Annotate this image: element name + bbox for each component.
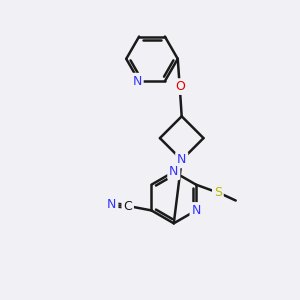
Text: O: O	[175, 80, 185, 93]
Text: N: N	[191, 204, 201, 217]
Text: C: C	[123, 200, 132, 213]
Text: N: N	[169, 165, 178, 178]
Text: S: S	[214, 186, 222, 199]
Text: N: N	[177, 153, 186, 167]
Text: N: N	[107, 198, 116, 211]
Text: N: N	[132, 75, 142, 88]
